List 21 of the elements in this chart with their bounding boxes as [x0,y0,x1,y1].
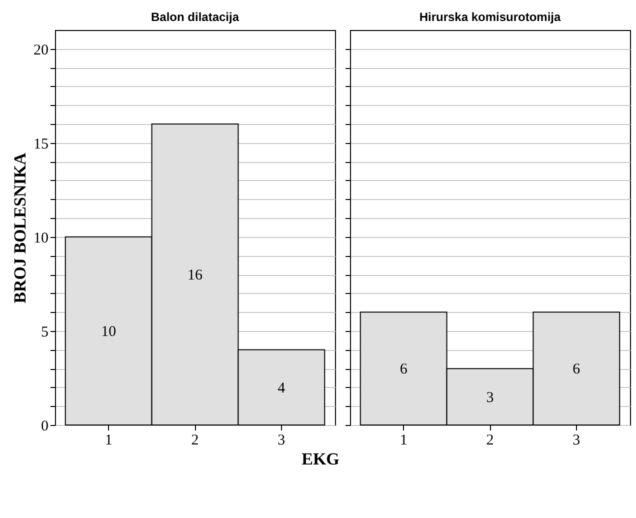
data-label: 16 [188,268,203,284]
x-tick-label: 3 [572,432,580,448]
y-tick-label: 20 [34,42,48,58]
x-tick-label: 1 [104,432,112,448]
data-label: 6 [572,362,581,378]
data-label: 3 [486,390,494,406]
chart-title: Balon dilatacija [150,10,240,24]
x-tick-label: 3 [278,432,286,448]
x-tick-label: 2 [191,432,199,448]
data-label: 10 [101,324,116,340]
x-tick-label: 2 [486,432,494,448]
y-axis-title: BROJ BOLESNIKA [10,152,30,304]
y-tick-label: 0 [41,418,48,434]
x-axis-title: EKG [302,450,340,468]
chart-title: Hirurska komisurotomija [419,10,562,24]
data-label: 4 [278,380,286,396]
y-tick-label: 10 [34,230,48,246]
y-tick-label: 15 [34,136,48,152]
data-label: 6 [400,362,408,378]
y-tick-label: 5 [41,324,48,340]
x-tick-label: 1 [400,432,408,448]
